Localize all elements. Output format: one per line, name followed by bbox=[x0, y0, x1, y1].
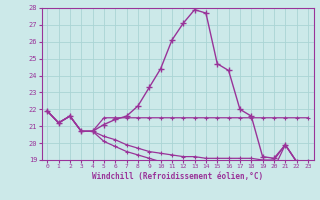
X-axis label: Windchill (Refroidissement éolien,°C): Windchill (Refroidissement éolien,°C) bbox=[92, 172, 263, 181]
